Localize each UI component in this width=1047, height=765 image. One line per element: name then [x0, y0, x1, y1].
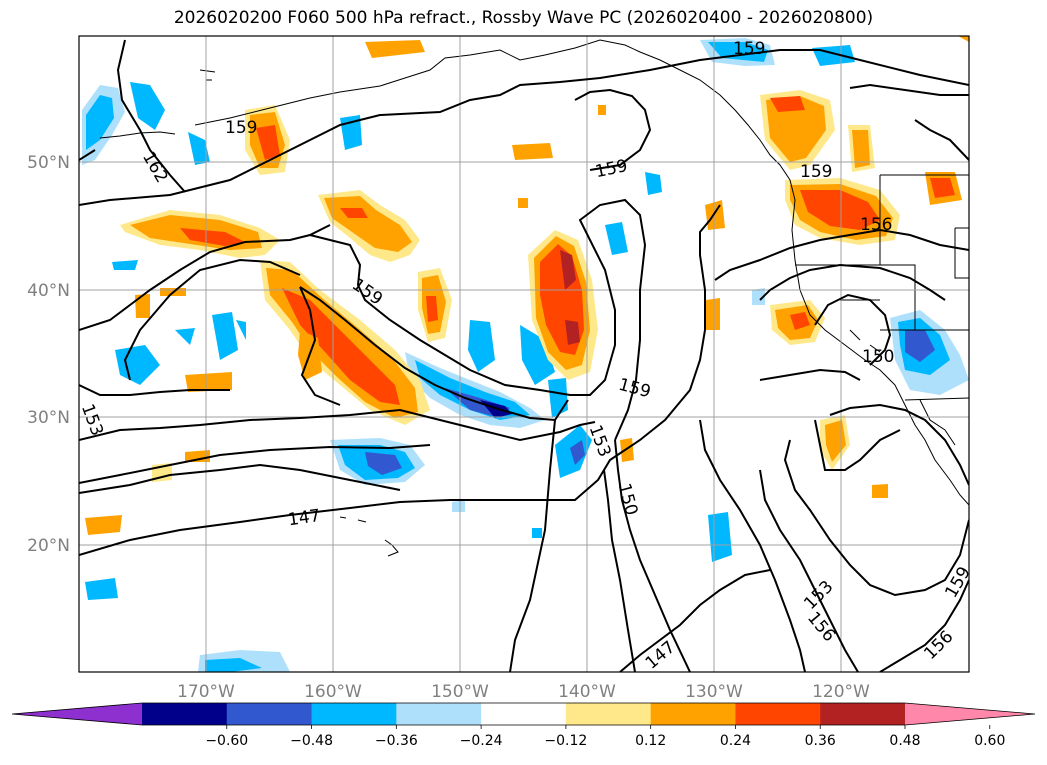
- colorbar-tick-label: −0.48: [290, 733, 333, 749]
- latitude-labels: 50°N 40°N 30°N 20°N: [27, 153, 70, 556]
- contour-label: 159: [733, 39, 765, 59]
- contour-label: 159: [225, 118, 257, 138]
- colorbar-segment: [142, 703, 228, 725]
- contour-label: 150: [862, 347, 894, 367]
- colorbar-segment: [735, 703, 821, 725]
- contour-label: 156: [860, 215, 892, 235]
- colorbar-outline: [11, 702, 1036, 726]
- colorbar-segment: [565, 703, 652, 725]
- colorbar-extend-high: [905, 703, 1035, 725]
- colorbar: −0.60 −0.48 −0.36 −0.24 −0.12 0.12 0.24 0.36 0.4…: [11, 702, 1036, 749]
- lon-tick-label: 160°W: [304, 682, 362, 702]
- lat-tick-label: 20°N: [27, 536, 70, 556]
- colorbar-tick-label: 0.48: [889, 733, 920, 749]
- colorbar-tick-label: −0.24: [460, 733, 503, 749]
- contour-label: 147: [287, 506, 322, 530]
- height-contours: [79, 39, 969, 672]
- map-plot-area: 159 162 159 159 159 156 159 159 153 153 …: [79, 36, 969, 672]
- colorbar-tick-label: 0.12: [635, 733, 666, 749]
- lat-tick-label: 30°N: [27, 408, 70, 428]
- colorbar-tick-label: 0.24: [720, 733, 751, 749]
- lon-tick-label: 140°W: [558, 682, 616, 702]
- lon-tick-label: 130°W: [685, 682, 743, 702]
- colorbar-tick-label: 0.36: [805, 733, 836, 749]
- colorbar-segment: [820, 703, 906, 725]
- colorbar-segment: [650, 703, 736, 725]
- lat-tick-label: 50°N: [27, 153, 70, 173]
- colorbar-segment: [311, 703, 397, 725]
- lon-tick-label: 120°W: [812, 682, 870, 702]
- coastlines: [99, 39, 969, 557]
- colorbar-tick-label: −0.12: [544, 733, 587, 749]
- graticule: [79, 36, 969, 672]
- lon-tick-label: 170°W: [177, 682, 235, 702]
- lon-tick-label: 150°W: [431, 682, 489, 702]
- colorbar-segment: [481, 703, 567, 725]
- colorbar-tick-label: −0.60: [205, 733, 248, 749]
- colorbar-segment: [396, 703, 482, 725]
- map-frame: [78, 35, 970, 673]
- colorbar-tick-label: 0.60: [974, 733, 1005, 749]
- lat-tick-label: 40°N: [27, 281, 70, 301]
- colorbar-tick-label: −0.36: [375, 733, 418, 749]
- colorbar-extend-low: [12, 703, 142, 725]
- colorbar-segment: [226, 703, 313, 725]
- map-title: 2026020200 F060 500 hPa refract., Rossby…: [173, 8, 874, 28]
- longitude-labels: 170°W 160°W 150°W 140°W 130°W 120°W: [177, 682, 870, 702]
- contour-label: 159: [800, 162, 832, 182]
